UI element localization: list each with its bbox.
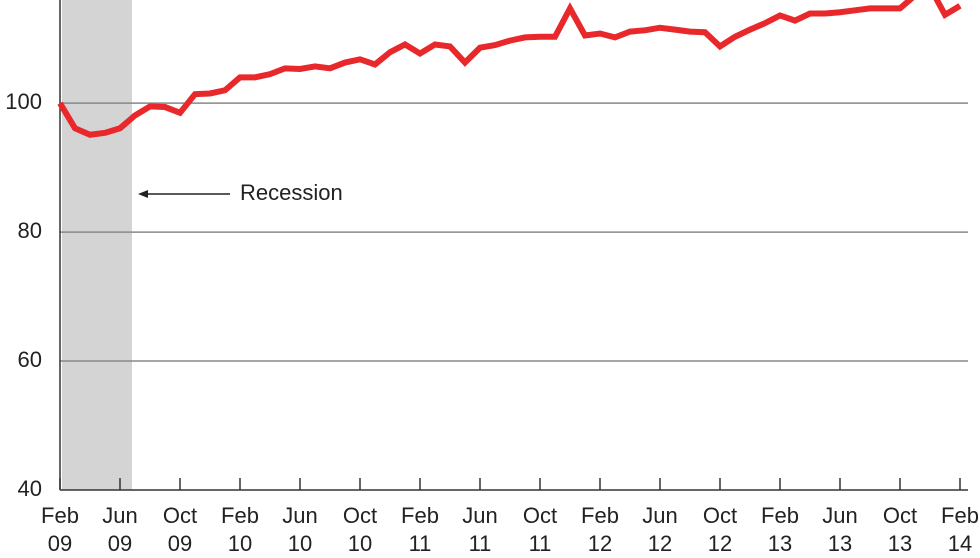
x-tick-label: Oct 10 <box>342 503 378 556</box>
annotation-arrowhead <box>138 190 148 198</box>
x-tick-label: Feb 10 <box>221 503 259 556</box>
x-tick-label: Jun 11 <box>462 503 498 556</box>
x-tick-label: Oct 11 <box>522 503 558 556</box>
x-tick-label: Oct 12 <box>702 503 738 556</box>
x-tick-label: Feb 09 <box>41 503 79 556</box>
x-tick-label: Feb 14 <box>941 503 979 556</box>
y-tick-label: 100 <box>5 89 42 114</box>
x-tick-label: Jun 10 <box>282 503 318 556</box>
x-tick-label: Oct 13 <box>882 503 918 556</box>
y-tick-label: 40 <box>18 476 42 501</box>
x-tick-label: Jun 12 <box>642 503 678 556</box>
x-tick-label: Feb 11 <box>401 503 439 556</box>
recession-shade <box>62 0 132 490</box>
x-tick-label: Oct 09 <box>162 503 198 556</box>
y-tick-label: 80 <box>18 218 42 243</box>
x-tick-label: Jun 09 <box>102 503 138 556</box>
x-tick-label: Feb 13 <box>761 503 799 556</box>
data-line <box>57 0 962 138</box>
x-tick-label: Jun 13 <box>822 503 858 556</box>
y-tick-label: 60 <box>18 347 42 372</box>
x-tick-label: Feb 12 <box>581 503 619 556</box>
annotation: Recession <box>240 180 343 205</box>
